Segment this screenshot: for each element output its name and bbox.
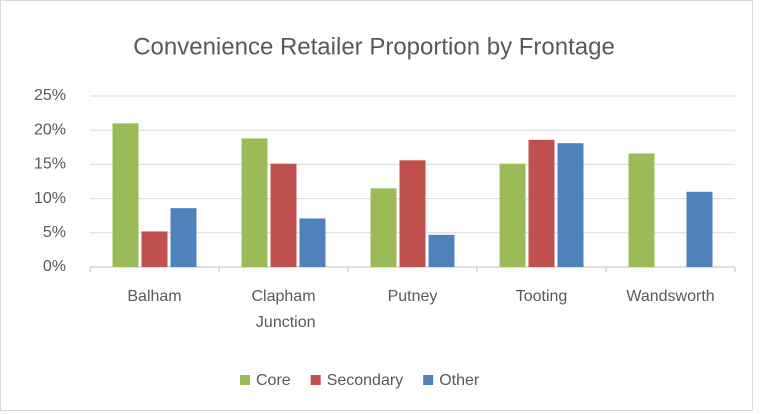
- legend-label: Secondary: [327, 372, 404, 389]
- bar: [528, 139, 555, 267]
- x-tick-label: Putney: [388, 288, 438, 305]
- legend-swatch: [310, 375, 321, 385]
- legend-label: Other: [439, 372, 480, 389]
- x-tick-label: Wandsworth: [626, 288, 714, 305]
- bar: [399, 160, 426, 267]
- y-tick-label: 5%: [43, 224, 66, 241]
- legend-swatch: [240, 375, 250, 385]
- y-tick-label: 25%: [34, 87, 66, 104]
- legend-swatch: [423, 375, 434, 385]
- legend-label: Core: [256, 372, 291, 389]
- bar: [270, 163, 297, 267]
- chart-title: Convenience Retailer Proportion by Front…: [133, 33, 615, 60]
- bar: [370, 188, 397, 267]
- bar: [557, 143, 584, 267]
- bar: [299, 218, 326, 267]
- y-tick-label: 15%: [34, 156, 66, 173]
- bar: [241, 138, 268, 267]
- bar: [170, 208, 197, 267]
- bar: [628, 153, 655, 267]
- x-tick-label: Balham: [127, 288, 181, 305]
- bar: [499, 163, 526, 267]
- y-tick-label: 0%: [43, 258, 66, 275]
- y-tick-label: 10%: [34, 190, 66, 207]
- x-tick-label: Tooting: [516, 288, 568, 305]
- bar: [686, 191, 713, 267]
- bar: [141, 231, 168, 267]
- bar: [428, 234, 455, 267]
- x-tick-label: Clapham Junction: [251, 288, 315, 331]
- bar: [112, 123, 139, 267]
- y-tick-label: 20%: [34, 121, 66, 138]
